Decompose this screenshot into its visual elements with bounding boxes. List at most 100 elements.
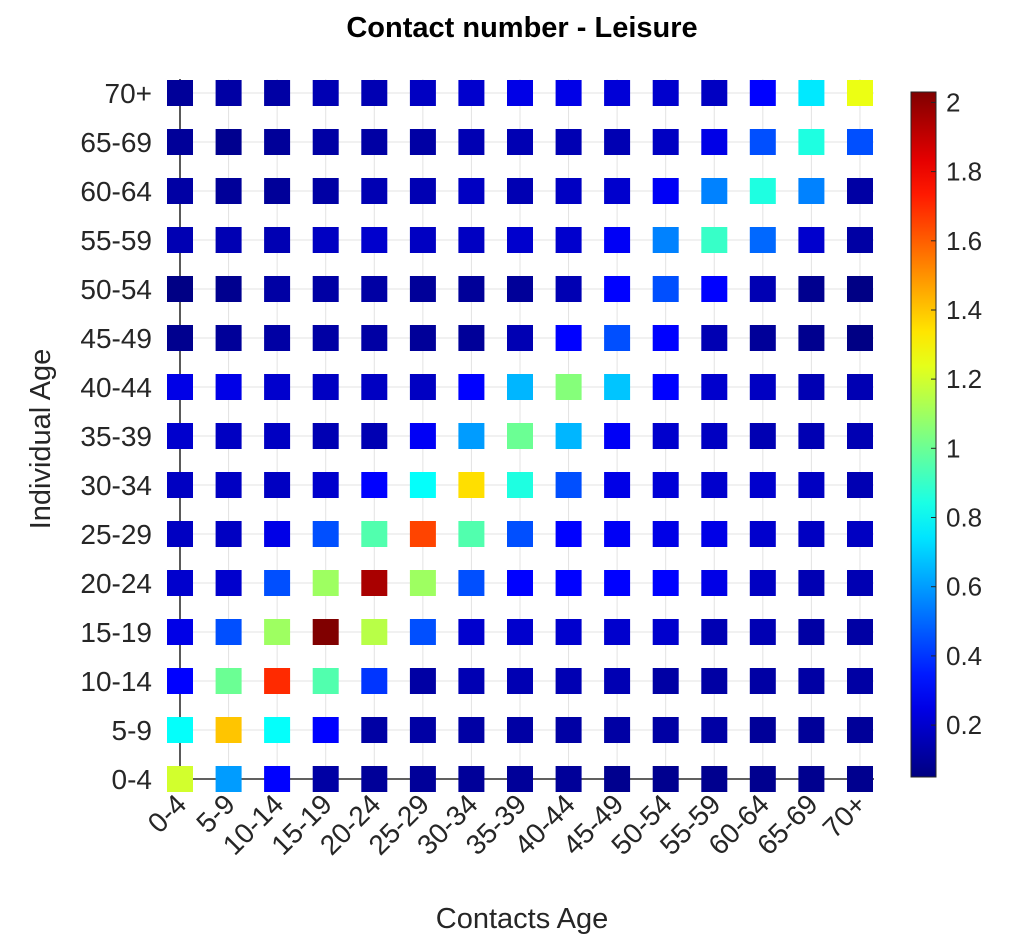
heatmap-cell — [652, 178, 679, 204]
y-axis-label: Individual Age — [25, 349, 57, 530]
heatmap-cell — [264, 178, 291, 204]
heatmap-cell — [652, 325, 679, 351]
heatmap-cell — [409, 668, 436, 694]
heatmap-cell — [749, 521, 776, 547]
heatmap-cell — [604, 227, 631, 253]
colorbar-tick-label: 0.4 — [946, 641, 982, 671]
heatmap-cell — [361, 227, 388, 253]
heatmap-cell — [458, 178, 485, 204]
heatmap-cells — [167, 80, 873, 792]
heatmap-cell — [167, 325, 193, 351]
heatmap-cell — [167, 178, 193, 204]
chart-title: Contact number - Leisure — [346, 12, 697, 44]
heatmap-cell — [798, 129, 825, 155]
heatmap-cell — [555, 521, 582, 547]
heatmap-cell — [312, 178, 339, 204]
heatmap-cell — [652, 766, 679, 792]
y-tick-label: 10-14 — [80, 666, 152, 697]
heatmap-cell — [507, 521, 533, 547]
heatmap-cell — [507, 227, 533, 253]
heatmap-cell — [361, 178, 388, 204]
heatmap-cell — [167, 276, 193, 302]
heatmap-cell — [652, 472, 679, 498]
heatmap-cell — [215, 227, 242, 253]
heatmap-cell — [409, 766, 436, 792]
heatmap-cell — [215, 129, 242, 155]
heatmap-cell — [409, 423, 436, 449]
y-tick-label: 15-19 — [80, 617, 152, 648]
heatmap-cell — [847, 619, 873, 645]
heatmap-cell — [652, 129, 679, 155]
heatmap-cell — [312, 374, 339, 400]
heatmap-cell — [507, 178, 533, 204]
heatmap-cell — [604, 129, 631, 155]
heatmap-cell — [555, 374, 582, 400]
heatmap-cell — [458, 227, 485, 253]
heatmap-cell — [652, 276, 679, 302]
heatmap-cell — [312, 570, 339, 596]
heatmap-cell — [652, 227, 679, 253]
heatmap-cell — [847, 521, 873, 547]
heatmap-cell — [652, 521, 679, 547]
heatmap-cell — [555, 766, 582, 792]
y-tick-label: 25-29 — [80, 519, 152, 550]
heatmap-cell — [167, 129, 193, 155]
heatmap-cell — [555, 227, 582, 253]
heatmap-cell — [701, 129, 728, 155]
heatmap-cell — [458, 668, 485, 694]
y-tick-label: 70+ — [105, 78, 153, 109]
heatmap-cell — [798, 80, 825, 106]
heatmap-cell — [409, 80, 436, 106]
colorbar-tick-label: 1 — [946, 433, 960, 463]
heatmap-cell — [798, 766, 825, 792]
y-tick-label: 45-49 — [80, 323, 152, 354]
x-tick-label: 70+ — [817, 788, 873, 844]
colorbar-tick-label: 1.6 — [946, 226, 982, 256]
heatmap-cell — [312, 619, 339, 645]
heatmap-cell — [604, 423, 631, 449]
heatmap-cell — [749, 717, 776, 743]
heatmap-cell — [749, 472, 776, 498]
colorbar-tick-label: 1.4 — [946, 295, 982, 325]
heatmap-cell — [749, 129, 776, 155]
heatmap-cell — [555, 276, 582, 302]
heatmap-cell — [312, 521, 339, 547]
heatmap-cell — [749, 570, 776, 596]
heatmap-cell — [749, 276, 776, 302]
heatmap-cell — [215, 80, 242, 106]
heatmap-cell — [409, 129, 436, 155]
heatmap-cell — [167, 80, 193, 106]
heatmap-cell — [215, 325, 242, 351]
heatmap-cell — [458, 374, 485, 400]
heatmap-cell — [555, 668, 582, 694]
heatmap-cell — [215, 374, 242, 400]
heatmap-cell — [749, 619, 776, 645]
heatmap-cell — [312, 276, 339, 302]
heatmap-cell — [701, 570, 728, 596]
heatmap-cell — [264, 129, 291, 155]
heatmap-cell — [458, 80, 485, 106]
y-tick-label: 5-9 — [112, 715, 152, 746]
heatmap-cell — [604, 178, 631, 204]
heatmap-cell — [458, 717, 485, 743]
heatmap-cell — [701, 472, 728, 498]
heatmap-cell — [264, 227, 291, 253]
heatmap-cell — [701, 374, 728, 400]
heatmap-cell — [264, 668, 291, 694]
heatmap-cell — [555, 178, 582, 204]
colorbar-tick-label: 1.2 — [946, 364, 982, 394]
heatmap-cell — [555, 325, 582, 351]
heatmap-cell — [507, 276, 533, 302]
heatmap-cell — [215, 668, 242, 694]
heatmap-cell — [847, 276, 873, 302]
heatmap-cell — [264, 717, 291, 743]
heatmap-cell — [361, 80, 388, 106]
heatmap-cell — [312, 325, 339, 351]
heatmap-cell — [167, 472, 193, 498]
heatmap-cell — [604, 276, 631, 302]
heatmap-cell — [604, 668, 631, 694]
heatmap-cell — [167, 423, 193, 449]
heatmap-cell — [409, 178, 436, 204]
heatmap-cell — [215, 178, 242, 204]
heatmap-cell — [847, 178, 873, 204]
